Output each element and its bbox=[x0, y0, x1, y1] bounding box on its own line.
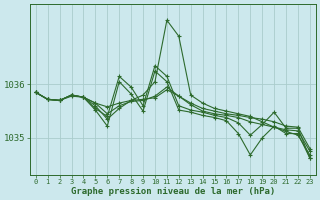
X-axis label: Graphe pression niveau de la mer (hPa): Graphe pression niveau de la mer (hPa) bbox=[71, 187, 275, 196]
